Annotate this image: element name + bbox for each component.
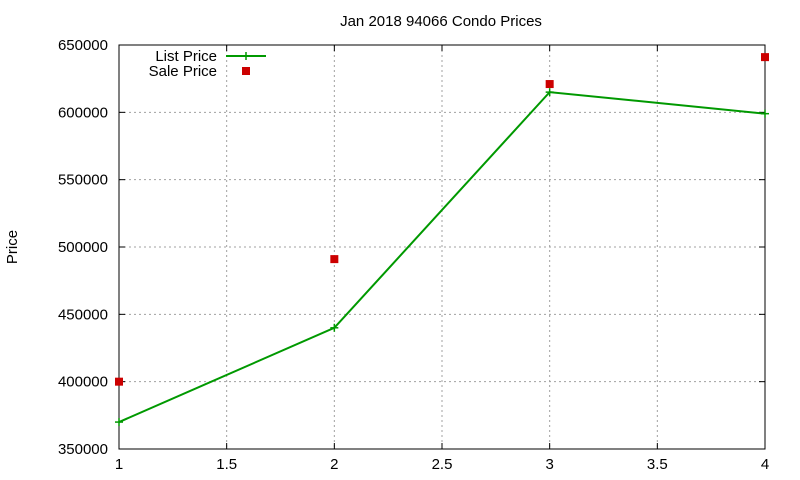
- axis-ticks: [118, 44, 766, 450]
- data-point-list-price: [545, 88, 554, 97]
- x-tick-label: 3: [545, 456, 553, 473]
- y-axis-label: Price: [4, 230, 21, 264]
- data-point-sale-price: [330, 255, 339, 264]
- series: [115, 53, 769, 427]
- x-tick-label: 3.5: [647, 456, 668, 473]
- legend-marker-sale-price: [242, 67, 250, 75]
- x-axis-tick-labels: 1 1.5 2 2.5 3 3.5 4: [115, 456, 769, 473]
- legend-label-sale-price: Sale Price: [149, 63, 217, 80]
- y-tick-label: 500000: [58, 239, 108, 256]
- y-tick-label: 650000: [58, 37, 108, 54]
- legend-marker-list-price: [242, 52, 250, 60]
- y-tick-label: 350000: [58, 441, 108, 458]
- x-tick-label: 1.5: [216, 456, 237, 473]
- y-axis-tick-labels: 350000 400000 450000 500000 550000 600000 6500…: [58, 37, 108, 458]
- chart-title: Jan 2018 94066 Condo Prices: [340, 13, 542, 30]
- x-tick-label: 4: [761, 456, 769, 473]
- x-tick-label: 2: [330, 456, 338, 473]
- grid: [119, 45, 765, 449]
- data-point-sale-price: [761, 53, 769, 62]
- data-point-sale-price: [545, 80, 554, 89]
- x-tick-label: 2.5: [432, 456, 453, 473]
- legend: List Price Sale Price: [149, 48, 266, 80]
- y-tick-label: 550000: [58, 172, 108, 189]
- data-point-list-price: [330, 323, 339, 332]
- x-tick-label: 1: [115, 456, 123, 473]
- data-point-list-price: [115, 418, 123, 427]
- legend-label-list-price: List Price: [155, 48, 217, 65]
- data-point-sale-price: [115, 377, 123, 386]
- series-line-list-price: [118, 91, 766, 423]
- y-tick-label: 600000: [58, 104, 108, 121]
- data-point-list-price: [761, 109, 769, 118]
- y-tick-label: 400000: [58, 374, 108, 391]
- y-tick-label: 450000: [58, 306, 108, 323]
